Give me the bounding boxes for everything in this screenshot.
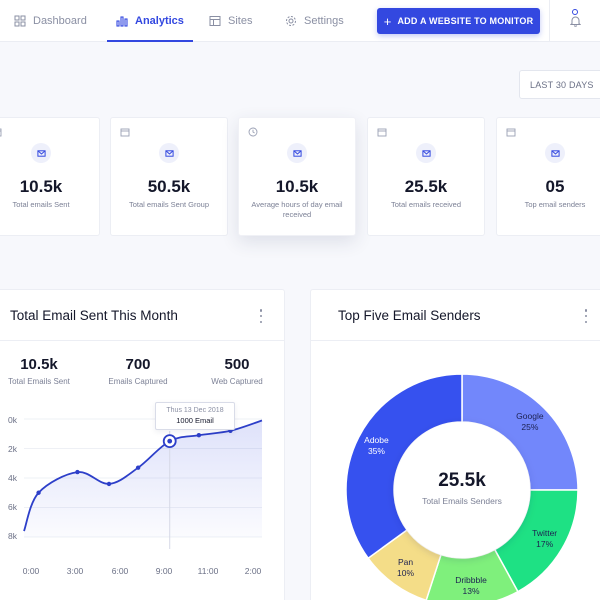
stat-label: Top email senders — [524, 200, 586, 209]
stat-card-top-email-senders: 05 Top email senders — [496, 117, 600, 236]
top-nav-bar: Dashboard Analytics Sites Settings + ADD… — [0, 0, 600, 42]
x-tick-label: 11:00 — [197, 566, 219, 576]
panel-menu-button[interactable] — [259, 309, 263, 323]
y-tick-label: 2k — [8, 444, 17, 454]
y-tick-label: 4k — [8, 473, 17, 483]
x-tick-label: 2:00 — [244, 566, 262, 576]
stat-value: 50.5k — [147, 177, 191, 196]
x-tick-label: 0:00 — [22, 566, 40, 576]
calendar-icon — [377, 128, 387, 137]
donut-label-pan: Pan 10% — [397, 557, 414, 579]
slice-name: Adobe — [364, 435, 389, 446]
y-tick-label: 8k — [8, 531, 17, 541]
slice-name: Pan — [397, 556, 414, 567]
metric-label: Total Emails Sent — [8, 377, 70, 386]
stat-card-total-emails-sent-group: 50.5k Total emails Sent Group — [110, 117, 228, 236]
donut-center-value: 25.5k — [438, 470, 486, 491]
metric-value: 700 — [125, 356, 151, 373]
settings-icon — [286, 16, 296, 26]
panel-title: Total Email Sent This Month — [10, 308, 178, 323]
stat-value: 25.5k — [404, 177, 448, 196]
nav-label-analytics: Analytics — [135, 15, 184, 27]
stat-card-total-emails-received: 25.5k Total emails received — [367, 117, 485, 236]
stat-label: Total emails Sent Group — [128, 200, 210, 209]
calendar-icon — [0, 128, 2, 137]
x-tick-label: 9:00 — [155, 566, 173, 576]
stat-label: Total emails received — [390, 200, 462, 209]
slice-name: Dribbble — [455, 574, 487, 585]
metric-label: Web Captured — [211, 377, 263, 386]
panel-menu-button[interactable] — [584, 309, 588, 323]
metric-web-captured: 500 Web Captured — [206, 356, 268, 386]
slice-percent: 13% — [462, 585, 480, 596]
email-sent-panel: Total Email Sent This Month — [0, 289, 285, 600]
mail-badge — [31, 143, 51, 163]
panel-title: Top Five Email Senders — [338, 308, 481, 323]
bell-icon — [569, 16, 581, 27]
mail-badge — [159, 143, 179, 163]
stat-card-total-emails-sent: 10.5k Total emails Sent — [0, 117, 100, 236]
nav-label-settings: Settings — [304, 15, 344, 27]
date-range-select[interactable]: LAST 30 DAYS ▼ — [519, 70, 600, 99]
top-senders-panel: Top Five Email Senders — [310, 289, 600, 600]
mail-icon — [36, 149, 46, 157]
chart-tooltip: Thus 13 Dec 2018 1000 Email — [155, 402, 235, 430]
nav-label-dashboard: Dashboard — [33, 15, 87, 27]
mail-badge — [287, 143, 307, 163]
panel-divider — [311, 340, 600, 341]
add-website-button[interactable]: + ADD A WEBSITE TO MONITOR — [377, 8, 540, 34]
metric-value: 500 — [224, 356, 250, 373]
nav-label-sites: Sites — [228, 15, 253, 27]
slice-percent: 10% — [397, 567, 415, 578]
nav-item-analytics[interactable]: Analytics — [107, 0, 193, 42]
analytics-icon — [116, 16, 128, 27]
metric-total-emails-sent: 10.5k Total Emails Sent — [8, 356, 70, 386]
nav-item-sites[interactable]: Sites — [209, 0, 252, 42]
donut-center-label: Total Emails Senders — [422, 496, 502, 506]
slice-percent: 35% — [367, 446, 385, 457]
donut-label-twitter: Twitter 17% — [532, 528, 557, 550]
x-tick-label: 6:00 — [111, 566, 129, 576]
nav-item-settings[interactable]: Settings — [285, 0, 344, 42]
panel-divider — [0, 340, 284, 341]
calendar-icon — [506, 128, 516, 137]
mail-icon — [421, 149, 431, 157]
mail-badge — [545, 143, 565, 163]
slice-percent: 25% — [521, 422, 539, 433]
mail-icon — [292, 149, 302, 157]
mail-badge — [416, 143, 436, 163]
metric-emails-captured: 700 Emails Captured — [107, 356, 169, 386]
notifications-button[interactable] — [549, 0, 600, 42]
slice-percent: 17% — [536, 538, 554, 549]
nav-item-dashboard[interactable]: Dashboard — [14, 0, 87, 42]
stat-card-average-hours: 10.5k Average hours of day email receive… — [238, 117, 356, 236]
stat-label: Average hours of day email received — [251, 200, 343, 219]
stat-label: Total emails Sent — [12, 200, 70, 209]
mail-icon — [550, 149, 560, 157]
metric-label: Emails Captured — [108, 377, 168, 386]
stat-value: 10.5k — [275, 177, 319, 196]
dashboard-icon — [14, 15, 26, 27]
x-tick-label: 3:00 — [66, 566, 84, 576]
stat-value: 05 — [545, 177, 565, 196]
plus-icon: + — [383, 13, 392, 29]
mail-icon — [164, 149, 174, 157]
slice-name: Twitter — [532, 527, 558, 538]
metric-value: 10.5k — [20, 356, 58, 373]
tooltip-date: Thus 13 Dec 2018 — [166, 407, 224, 414]
calendar-icon — [120, 128, 130, 137]
notification-badge — [572, 9, 578, 15]
stat-value: 10.5k — [19, 177, 63, 196]
tooltip-value: 1000 Email — [176, 416, 214, 425]
donut-label-google: Google 25% — [516, 411, 543, 433]
y-tick-label: 0k — [8, 415, 17, 425]
add-website-label: ADD A WEBSITE TO MONITOR — [397, 16, 534, 26]
donut-label-adobe: Adobe 35% — [364, 435, 389, 457]
clock-icon — [248, 127, 258, 137]
donut-label-dribbble: Dribbble 13% — [455, 575, 487, 597]
slice-name: Google — [516, 411, 544, 422]
y-tick-label: 6k — [8, 502, 17, 512]
date-range-value: LAST 30 DAYS — [530, 79, 594, 90]
sites-icon — [209, 16, 221, 26]
